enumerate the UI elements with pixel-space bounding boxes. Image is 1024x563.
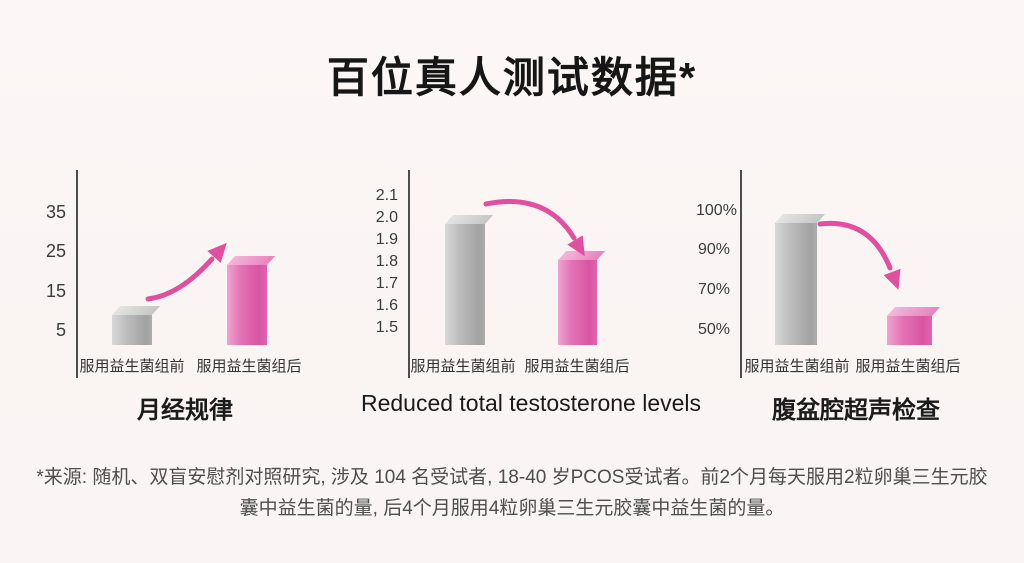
- chart-pelvic-ultrasound: 100% 90% 70% 50% 服用益生菌组前 服用益生菌组后: [696, 168, 1000, 428]
- y-tick-label: 100%: [696, 202, 737, 219]
- y-tick-label: 2.0: [375, 209, 398, 226]
- page-title: 百位真人测试数据*: [326, 54, 698, 101]
- bar-body: [227, 265, 267, 345]
- y-axis-line: [76, 170, 78, 378]
- footnote-line-1: *来源: 随机、双盲安慰剂对照研究, 涉及 104 名受试者, 18-40 岁P…: [36, 467, 988, 488]
- x-category-label: 服用益生菌组前: [744, 358, 850, 375]
- bar-after: [227, 256, 276, 345]
- y-tick-label: 1.8: [375, 253, 398, 270]
- y-tick-label: 25: [45, 241, 66, 261]
- chart-title-testosterone: Reduced total testosterone levels: [360, 390, 702, 416]
- y-tick-label: 1.9: [375, 231, 398, 248]
- bar-body: [112, 315, 152, 345]
- source-footnote: *来源: 随机、双盲安慰剂对照研究, 涉及 104 名受试者, 18-40 岁P…: [32, 462, 992, 524]
- y-tick-label: 2.1: [375, 187, 398, 204]
- x-category-label: 服用益生菌组后: [524, 358, 630, 375]
- decrease-arrow-icon: [817, 220, 901, 290]
- x-category-label: 服用益生菌组后: [855, 358, 961, 375]
- bar-top-face: [887, 307, 941, 316]
- bar-before: [445, 215, 494, 345]
- chart-title-menstrual: 月经规律: [137, 397, 233, 424]
- chart-title-ultrasound: 腹盆腔超声检查: [772, 397, 940, 424]
- y-tick-label: 1.6: [375, 297, 398, 314]
- bar-before: [775, 214, 826, 345]
- bar-body: [887, 316, 932, 345]
- bar-after: [558, 251, 606, 345]
- bar-body: [558, 260, 597, 345]
- footnote-line-2: 囊中益生菌的量, 后4个月服用4粒卵巢三生元胶囊中益生菌的量。: [239, 498, 785, 519]
- increase-arrow-icon: [145, 242, 227, 302]
- x-category-label: 服用益生菌组后: [196, 358, 302, 375]
- bar-body: [775, 223, 817, 345]
- chart-testosterone-levels: 2.1 2.0 1.9 1.8 1.7 1.6 1.5 服用益生菌组前 服用益生…: [370, 168, 670, 428]
- y-axis-line: [408, 170, 410, 378]
- x-category-label: 服用益生菌组前: [79, 358, 185, 375]
- y-tick-label: 1.7: [375, 275, 398, 292]
- bar-body: [445, 224, 485, 345]
- y-tick-label: 90%: [697, 241, 730, 258]
- y-tick-label: 70%: [697, 281, 730, 298]
- y-tick-label: 5: [55, 320, 66, 340]
- bar-after: [887, 307, 941, 345]
- y-tick-label: 1.5: [375, 319, 398, 336]
- x-category-label: 服用益生菌组前: [410, 358, 516, 375]
- chart-menstrual-regularity: 35 25 15 5 服用益生菌组前 服用益生菌组后: [40, 168, 340, 428]
- decrease-arrow-icon: [483, 199, 585, 257]
- y-tick-label: 15: [45, 281, 66, 301]
- y-tick-label: 50%: [697, 321, 730, 338]
- y-axis-line: [740, 170, 742, 378]
- bar-before: [112, 306, 161, 345]
- y-tick-label: 35: [45, 202, 66, 222]
